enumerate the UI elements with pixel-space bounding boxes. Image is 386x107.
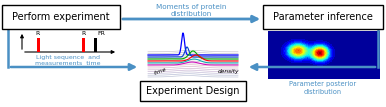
- Bar: [268, 31, 380, 79]
- Text: Moments of protein
distribution: Moments of protein distribution: [156, 4, 226, 17]
- Text: R: R: [36, 31, 40, 36]
- Bar: [81, 38, 85, 52]
- FancyBboxPatch shape: [140, 81, 246, 101]
- Text: R: R: [81, 31, 85, 36]
- Text: FR: FR: [97, 31, 105, 36]
- Bar: [37, 38, 39, 52]
- Text: Parameter posterior
distribution: Parameter posterior distribution: [290, 81, 357, 94]
- Text: time: time: [153, 66, 167, 76]
- Text: Parameter inference: Parameter inference: [273, 12, 373, 22]
- Text: Perform experiment: Perform experiment: [12, 12, 110, 22]
- Text: Experiment Design: Experiment Design: [146, 86, 240, 96]
- Text: density: density: [217, 68, 239, 74]
- Bar: [93, 38, 96, 52]
- FancyBboxPatch shape: [2, 5, 120, 29]
- Text: Light sequence  and
measurements  time: Light sequence and measurements time: [35, 55, 101, 66]
- FancyBboxPatch shape: [263, 5, 383, 29]
